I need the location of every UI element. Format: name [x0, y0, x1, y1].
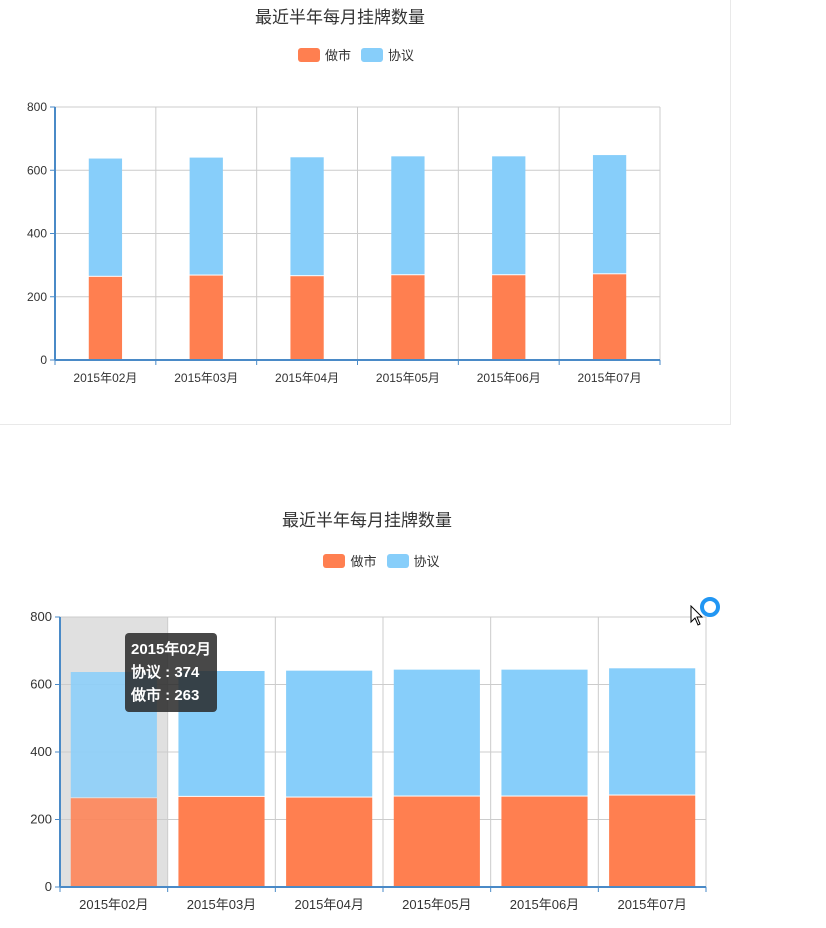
x-tick-label: 2015年06月	[510, 897, 579, 912]
bar-market-making	[609, 795, 696, 887]
x-tick-label: 2015年04月	[275, 371, 339, 385]
legend-item-market-making[interactable]: 做市	[323, 551, 377, 570]
chart-legend: 做市 协议	[0, 551, 763, 570]
bar-agreement	[609, 668, 696, 795]
y-tick-label: 600	[30, 677, 52, 692]
tooltip-title: 2015年02月	[131, 641, 212, 658]
x-tick-label: 2015年07月	[617, 897, 686, 912]
tooltip-line: 做市 : 263	[131, 687, 200, 704]
x-tick-label: 2015年03月	[187, 897, 256, 912]
mouse-pointer-icon	[690, 605, 704, 626]
bar-market-making	[290, 276, 324, 360]
chart-title: 最近半年每月挂牌数量	[255, 8, 425, 27]
chart-panel-top: 最近半年每月挂牌数量 做市 协议 0 200 400 600 800 2015年02月 20…	[0, 0, 731, 425]
bar-market-making	[501, 796, 588, 887]
bar-market-making	[391, 275, 425, 360]
y-tick-label: 800	[30, 609, 52, 624]
legend-swatch-agreement	[361, 47, 383, 62]
legend-swatch-market-making	[323, 553, 346, 568]
chart-title: 最近半年每月挂牌数量	[282, 511, 452, 530]
stacked-bar-chart: 0 200 400 600 800 2015年02月 2015年03月 2015年04月 201…	[27, 100, 661, 385]
y-tick-label: 400	[30, 744, 52, 759]
x-tick-label: 2015年02月	[73, 371, 137, 385]
legend-item-market-making[interactable]: 做市	[297, 45, 351, 64]
bar-agreement	[592, 155, 627, 274]
x-tick-label: 2015年05月	[402, 897, 471, 912]
loading-indicator-icon	[700, 597, 720, 617]
legend-label: 做市	[324, 48, 351, 63]
bar-agreement	[290, 157, 324, 276]
legend-swatch-market-making	[297, 47, 320, 62]
legend-label: 做市	[350, 554, 377, 569]
bar-market-making	[492, 275, 526, 360]
y-tick-label: 200	[27, 290, 47, 304]
bar-agreement	[88, 158, 123, 276]
bar-agreement	[189, 157, 223, 275]
legend-label: 协议	[388, 48, 415, 63]
chart-panel-bottom: 最近半年每月挂牌数量 做市 协议 0 200 400 600 800 2015年02月 20…	[0, 470, 826, 928]
x-tick-label: 2015年07月	[578, 371, 642, 385]
bar-market-making	[592, 274, 627, 360]
legend-item-agreement[interactable]: 协议	[386, 551, 440, 570]
chart-tooltip: 2015年02月 协议 : 374 做市 : 263	[125, 633, 218, 712]
chart-legend: 做市 协议	[0, 45, 712, 64]
x-tick-label: 2015年05月	[376, 371, 440, 385]
y-tick-label: 600	[27, 163, 47, 177]
y-tick-label: 800	[27, 100, 47, 114]
bar-market-making	[189, 275, 223, 360]
y-tick-label: 400	[27, 227, 47, 241]
bar-market-making	[178, 796, 265, 887]
bar-market-making	[286, 797, 373, 887]
y-tick-label: 200	[30, 812, 52, 827]
bar-agreement	[501, 669, 588, 796]
y-tick-label: 0	[45, 879, 52, 894]
bar-agreement	[391, 156, 425, 275]
tooltip-line: 协议 : 374	[131, 664, 200, 681]
x-tick-label: 2015年03月	[174, 371, 238, 385]
y-tick-label: 0	[40, 353, 47, 367]
legend-swatch-agreement	[386, 553, 409, 568]
bar-agreement	[393, 669, 480, 796]
bar-agreement	[492, 156, 526, 275]
legend-label: 协议	[413, 554, 440, 569]
bar-market-making	[70, 798, 157, 887]
stacked-bar-chart: 0 200 400 600 800 2015年02月 2015年03月 2015年04月 201…	[30, 609, 707, 912]
x-tick-label: 2015年06月	[477, 371, 541, 385]
x-tick-label: 2015年04月	[294, 897, 363, 912]
x-tick-label: 2015年02月	[79, 897, 148, 912]
legend-item-agreement[interactable]: 协议	[361, 45, 414, 64]
bar-market-making	[88, 276, 123, 360]
bar-market-making	[393, 796, 480, 887]
bar-agreement	[286, 670, 373, 797]
